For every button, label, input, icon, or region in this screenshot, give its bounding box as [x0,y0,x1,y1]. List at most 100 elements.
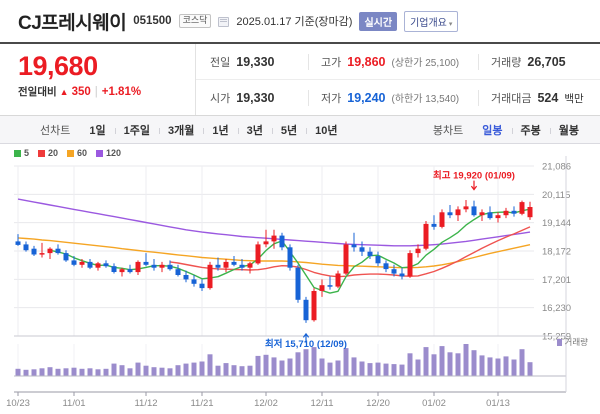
candle-body[interactable] [311,291,317,321]
candle-body[interactable] [407,253,413,277]
volume-bar[interactable] [351,357,357,376]
volume-bar[interactable] [103,368,109,376]
volume-bar[interactable] [175,365,181,376]
volume-bar[interactable] [151,367,157,376]
candle-body[interactable] [519,202,525,214]
volume-bar[interactable] [311,347,317,376]
price-chart[interactable]: 5 20 60 120 거래량 21,086 20,115 19,144 18,172 17,… [0,144,600,414]
candle-body[interactable] [95,263,101,268]
volume-bar[interactable] [439,346,445,376]
candle-body[interactable] [391,269,397,274]
candle-body[interactable] [439,212,445,227]
candle-body[interactable] [375,256,381,264]
volume-bar[interactable] [319,358,325,377]
volume-bar[interactable] [207,354,213,376]
volume-bar[interactable] [407,353,413,376]
volume-bar[interactable] [231,365,237,376]
volume-bar[interactable] [159,367,165,376]
volume-bar[interactable] [135,362,141,376]
candle-body[interactable] [167,264,173,270]
company-overview-dropdown[interactable]: 기업개요 ▾ [404,10,459,32]
candle-body[interactable] [215,264,221,268]
candle-body[interactable] [271,235,277,242]
volume-bar[interactable] [383,363,389,376]
candle-body[interactable] [295,267,301,300]
volume-bar[interactable] [479,355,485,376]
candle-body[interactable] [479,212,485,216]
candle-body[interactable] [503,210,509,216]
candle-body[interactable] [335,273,341,287]
volume-bar[interactable] [399,364,405,376]
chart-icon[interactable] [218,16,230,27]
volume-bar[interactable] [39,368,45,376]
volume-bar[interactable] [367,363,373,376]
volume-bar[interactable] [463,344,469,376]
volume-bar[interactable] [215,365,221,376]
tab-period-1년[interactable]: 1년 [203,125,237,137]
volume-bar[interactable] [455,353,461,376]
candle-body[interactable] [527,207,533,218]
candle-body[interactable] [415,248,421,254]
volume-bar[interactable] [95,369,101,376]
candle-body[interactable] [239,264,245,268]
volume-bar[interactable] [271,357,277,376]
candle-body[interactable] [279,235,285,248]
volume-bar[interactable] [423,347,429,376]
tab-period-5년[interactable]: 5년 [272,125,306,137]
volume-bar[interactable] [431,354,437,376]
candle-body[interactable] [359,247,365,252]
candle-body[interactable] [319,285,325,291]
candle-body[interactable] [367,251,373,257]
candle-body[interactable] [231,261,237,265]
candle-body[interactable] [463,206,469,210]
candle-body[interactable] [15,241,21,245]
volume-bar[interactable] [303,349,309,376]
candle-body[interactable] [383,263,389,270]
volume-bar[interactable] [31,369,37,376]
volume-bar[interactable] [503,356,509,376]
tab-candle-주봉[interactable]: 주봉 [512,125,550,137]
candle-body[interactable] [223,261,229,268]
tab-period-1일[interactable]: 1일 [89,124,106,137]
volume-bar[interactable] [519,349,525,376]
candle-body[interactable] [151,264,157,268]
candle-body[interactable] [127,269,133,273]
candle-body[interactable] [183,275,189,280]
volume-bar[interactable] [191,362,197,376]
candle-body[interactable] [263,241,269,245]
volume-bar[interactable] [239,366,245,376]
chart-canvas[interactable]: 21,086 20,115 19,144 18,172 17,201 16,230 15,2… [0,144,600,414]
candle-body[interactable] [175,269,181,275]
volume-bar[interactable] [471,350,477,376]
candle-body[interactable] [255,244,261,264]
volume-bar[interactable] [359,361,365,377]
candle-body[interactable] [111,266,117,272]
tab-candle-일봉[interactable]: 일봉 [482,124,503,137]
volume-bar[interactable] [47,367,53,376]
volume-bar[interactable] [143,365,149,376]
candle-body[interactable] [103,263,109,267]
tab-period-10년[interactable]: 10년 [306,125,346,137]
candle-body[interactable] [119,269,125,273]
candle-body[interactable] [487,212,493,219]
volume-bar[interactable] [391,364,397,376]
volume-bar[interactable] [487,357,493,376]
candle-body[interactable] [199,283,205,289]
candle-body[interactable] [343,244,349,274]
volume-bar[interactable] [255,355,261,376]
candle-body[interactable] [191,279,197,284]
candle-body[interactable] [55,248,61,254]
volume-bar[interactable] [183,363,189,376]
volume-bar[interactable] [279,360,285,377]
candle-body[interactable] [423,223,429,249]
volume-bar[interactable] [447,352,453,376]
tab-period-3개월[interactable]: 3개월 [159,125,203,137]
volume-bar[interactable] [527,362,533,376]
volume-bar[interactable] [79,368,85,376]
candle-body[interactable] [71,260,77,265]
candle-body[interactable] [495,215,501,219]
volume-bar[interactable] [263,354,269,376]
candle-body[interactable] [351,244,357,248]
candle-body[interactable] [303,299,309,321]
volume-bar[interactable] [511,359,517,377]
